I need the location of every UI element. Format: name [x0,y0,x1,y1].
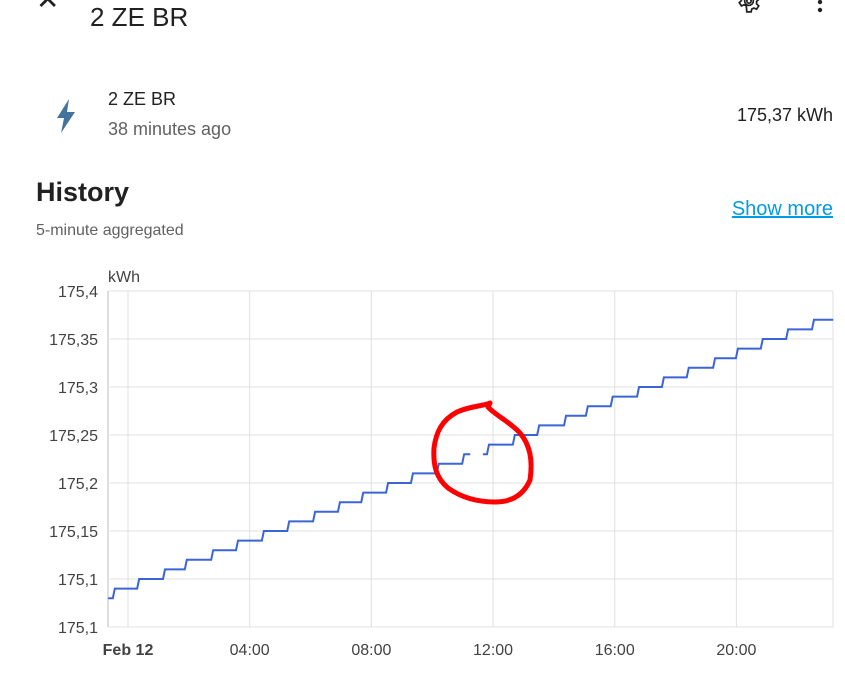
y-tick-label: 175,4 [58,284,98,301]
dialog-title: 2 ZE BR [90,2,189,32]
series-line-segment [482,318,834,456]
x-tick-label: 12:00 [473,642,513,659]
y-tick-label: 175,25 [49,428,98,445]
entity-state: 175,37 kWh [736,105,833,125]
x-tick-label: 08:00 [351,642,391,659]
history-heading: History [36,177,130,207]
last-changed: 38 minutes ago [108,119,232,139]
red-annotation-circle [431,400,534,505]
gear-icon[interactable] [736,0,762,14]
entity-name: 2 ZE BR [108,89,177,109]
y-tick-label: 175,1 [58,572,98,589]
y-tick-label: 175,2 [58,476,98,493]
grid [107,290,834,628]
close-icon[interactable]: ✕ [36,0,59,14]
series-line-segment [108,453,471,600]
lightning-bolt-icon [57,99,75,133]
y-tick-label: 175,15 [49,524,98,541]
x-tick-label: 04:00 [230,642,270,659]
x-tick-label: 20:00 [716,642,756,659]
show-more-link[interactable]: Show more [731,198,833,220]
history-chart: 175,4 175,35 175,3 175,25 175,2 175,15 175,1 17… [49,269,834,659]
x-tick-label: Feb 12 [103,642,154,659]
y-tick-label: 175,1 [58,620,98,637]
x-tick-label: 16:00 [595,642,635,659]
dots-vertical-icon[interactable] [812,0,828,14]
y-tick-label: 175,3 [58,380,98,397]
y-tick-label: 175,35 [49,332,98,349]
series [108,318,834,600]
history-subtitle: 5-minute aggregated [36,222,184,239]
x-axis: Feb 12 04:00 08:00 12:00 16:00 20:00 [103,642,757,659]
y-axis: 175,4 175,35 175,3 175,25 175,2 175,15 175,1 17… [49,284,98,637]
y-axis-label: kWh [108,269,140,286]
